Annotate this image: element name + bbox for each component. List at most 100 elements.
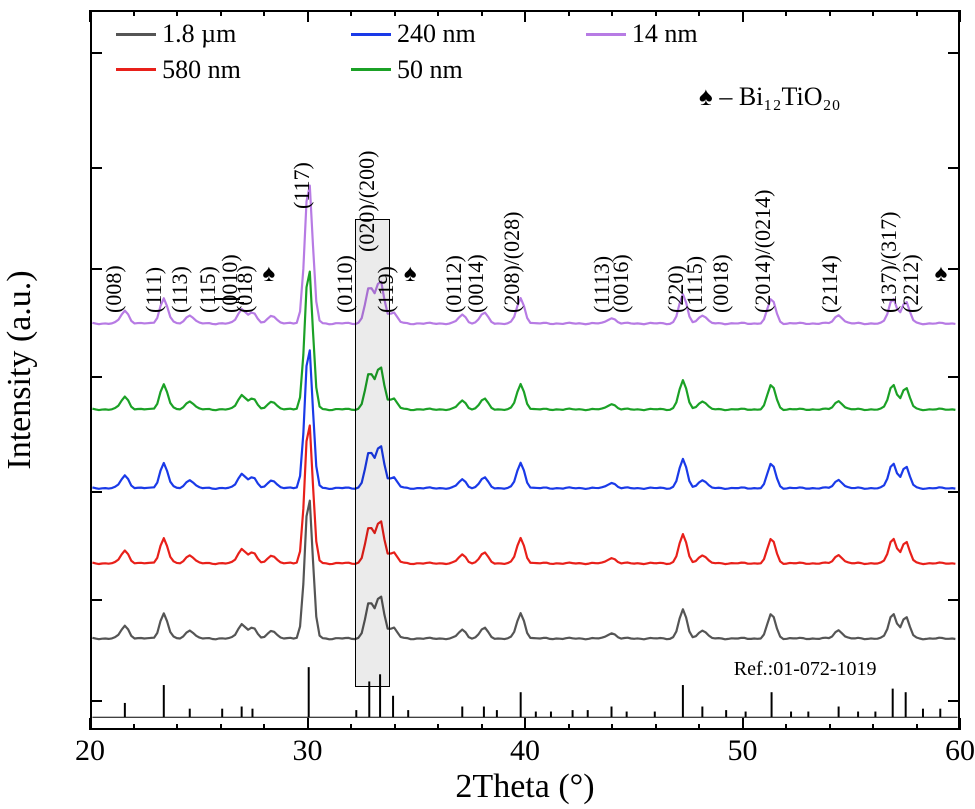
xtick-top <box>176 10 178 16</box>
peak-label: (113) <box>167 266 193 313</box>
plot-area <box>90 10 960 730</box>
peak-label: (020)/(200) <box>354 151 380 252</box>
ytick <box>948 599 960 601</box>
xtick-top <box>524 10 526 22</box>
peak-label: (008) <box>101 266 127 314</box>
xtick-label: 20 <box>75 734 105 768</box>
xtick-top <box>350 10 352 16</box>
legend-item: 14 nm <box>586 19 698 49</box>
xtick-top <box>916 10 918 16</box>
xtick <box>263 724 265 730</box>
peak-label: (1115) <box>682 256 708 313</box>
y-axis-label: Intensity (a.u.) <box>1 270 39 469</box>
xrd-trace <box>92 350 955 489</box>
legend-swatch <box>351 68 391 71</box>
phase-annotation: ♠ – Bi₁₂TiO₂₀ <box>699 82 841 112</box>
ytick <box>90 167 102 169</box>
ytick <box>948 268 960 270</box>
peak-label: (208)/(028) <box>499 212 525 313</box>
xtick <box>829 724 831 730</box>
peak-label: (111) <box>141 267 167 313</box>
xtick <box>437 724 439 730</box>
ytick <box>90 700 102 702</box>
peak-label: (0110) <box>332 255 358 313</box>
legend-item: 50 nm <box>351 55 463 85</box>
xtick <box>568 724 570 730</box>
xtick-label: 40 <box>510 734 540 768</box>
reference-label: Ref.:01-072-1019 <box>734 658 877 681</box>
xtick-top <box>568 10 570 16</box>
ytick <box>90 52 102 54</box>
peak-label: (117) <box>289 162 315 209</box>
xtick-top <box>698 10 700 16</box>
legend-item: 580 nm <box>116 55 241 85</box>
legend-label: 1.8 µm <box>162 19 236 49</box>
peak-label: (2212) <box>898 255 924 314</box>
xtick <box>481 724 483 730</box>
ytick <box>948 167 960 169</box>
peak-label: (0018) <box>708 255 734 314</box>
xtick-label: 30 <box>293 734 323 768</box>
legend-label: 240 nm <box>397 19 476 49</box>
xtick <box>176 724 178 730</box>
xtick-top <box>133 10 135 16</box>
ytick <box>948 491 960 493</box>
xtick <box>742 718 744 730</box>
ytick <box>90 599 102 601</box>
connector-line <box>236 302 245 304</box>
ytick <box>948 700 960 702</box>
xtick-top <box>263 10 265 16</box>
xtick <box>698 724 700 730</box>
legend-label: 14 nm <box>632 19 698 49</box>
peak-label: (2114) <box>817 255 843 313</box>
legend-swatch <box>351 33 391 36</box>
xtick <box>394 724 396 730</box>
xtick <box>220 724 222 730</box>
xtick <box>524 718 526 730</box>
xtick <box>89 718 91 730</box>
xtick-top <box>220 10 222 16</box>
peak-label: (119) <box>373 266 399 313</box>
peak-label: (0016) <box>608 255 634 314</box>
xtick-top <box>611 10 613 16</box>
legend-swatch <box>586 33 626 36</box>
ytick <box>948 52 960 54</box>
xtick-top <box>655 10 657 16</box>
xtick <box>133 724 135 730</box>
xtick-top <box>872 10 874 16</box>
xtick-top <box>959 10 961 22</box>
xrd-trace <box>92 425 955 564</box>
xtick-top <box>394 10 396 16</box>
xtick <box>655 724 657 730</box>
connector-line <box>214 298 240 300</box>
xtick-label: 60 <box>945 734 975 768</box>
xtick <box>916 724 918 730</box>
xtick-top <box>829 10 831 16</box>
xtick <box>611 724 613 730</box>
xtick-top <box>742 10 744 22</box>
legend-item: 1.8 µm <box>116 19 236 49</box>
legend-item: 240 nm <box>351 19 476 49</box>
ytick <box>90 376 102 378</box>
spade-icon: ♠ <box>404 261 417 288</box>
xtick-top <box>785 10 787 16</box>
x-axis-label: 2Theta (°) <box>455 768 594 806</box>
xtick-top <box>437 10 439 16</box>
legend-label: 50 nm <box>397 55 463 85</box>
xtick-top <box>307 10 309 22</box>
xtick-label: 50 <box>728 734 758 768</box>
peak-label: (018) <box>232 266 258 314</box>
xtick <box>307 718 309 730</box>
xrd-trace <box>92 501 955 640</box>
peak-label: (2014)/(0214) <box>750 190 776 313</box>
legend-swatch <box>116 33 156 36</box>
xtick <box>959 718 961 730</box>
legend-label: 580 nm <box>162 55 241 85</box>
xtick-top <box>89 10 91 22</box>
ytick <box>948 376 960 378</box>
xtick <box>350 724 352 730</box>
xtick <box>872 724 874 730</box>
xtick-top <box>481 10 483 16</box>
ytick <box>90 491 102 493</box>
spade-icon: ♠ <box>263 261 276 288</box>
